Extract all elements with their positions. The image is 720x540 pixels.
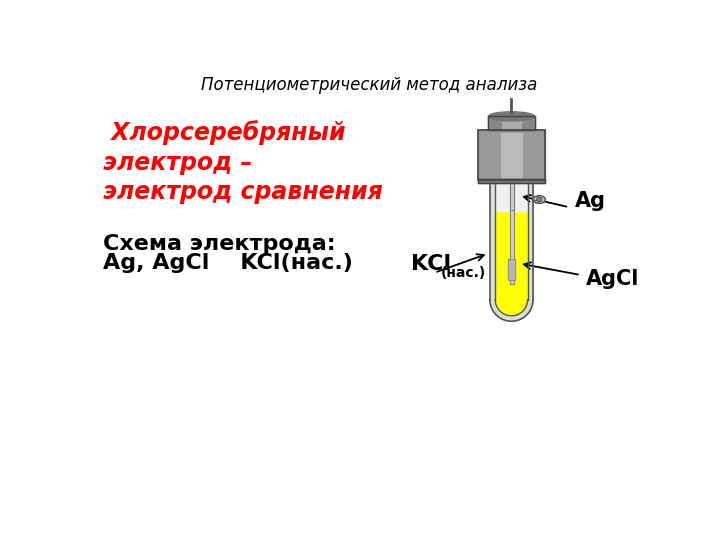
Bar bbox=[510, 171, 514, 210]
Bar bbox=[495, 180, 528, 300]
Text: Ag: Ag bbox=[575, 191, 606, 211]
Bar bbox=[501, 133, 521, 177]
Bar bbox=[508, 259, 516, 280]
Bar bbox=[510, 177, 514, 284]
Bar bbox=[477, 179, 545, 184]
Text: Хлорсеребряный
электрод –
электрод сравнения: Хлорсеребряный электрод – электрод сравн… bbox=[104, 120, 383, 205]
Bar bbox=[490, 180, 495, 300]
Bar bbox=[477, 130, 545, 180]
Bar bbox=[477, 130, 545, 180]
Text: (нас.): (нас.) bbox=[441, 266, 486, 280]
Bar bbox=[495, 180, 528, 211]
Wedge shape bbox=[490, 300, 533, 321]
Text: Схема электрода:: Схема электрода: bbox=[104, 234, 336, 254]
Bar bbox=[510, 177, 514, 284]
Circle shape bbox=[537, 197, 541, 202]
Bar bbox=[488, 117, 534, 130]
Text: KCl: KCl bbox=[411, 254, 451, 274]
Ellipse shape bbox=[488, 112, 534, 121]
Bar bbox=[477, 179, 545, 184]
Bar bbox=[510, 171, 514, 210]
Text: Потенциометрический метод анализа: Потенциометрический метод анализа bbox=[201, 76, 537, 94]
Text: AgCl: AgCl bbox=[586, 269, 639, 289]
Bar bbox=[528, 180, 533, 300]
Bar bbox=[503, 118, 521, 129]
Bar bbox=[488, 117, 534, 130]
Ellipse shape bbox=[533, 195, 545, 204]
Text: Ag, AgCl    KCl(нас.): Ag, AgCl KCl(нас.) bbox=[104, 253, 354, 273]
Wedge shape bbox=[495, 300, 528, 316]
Bar bbox=[508, 259, 516, 280]
